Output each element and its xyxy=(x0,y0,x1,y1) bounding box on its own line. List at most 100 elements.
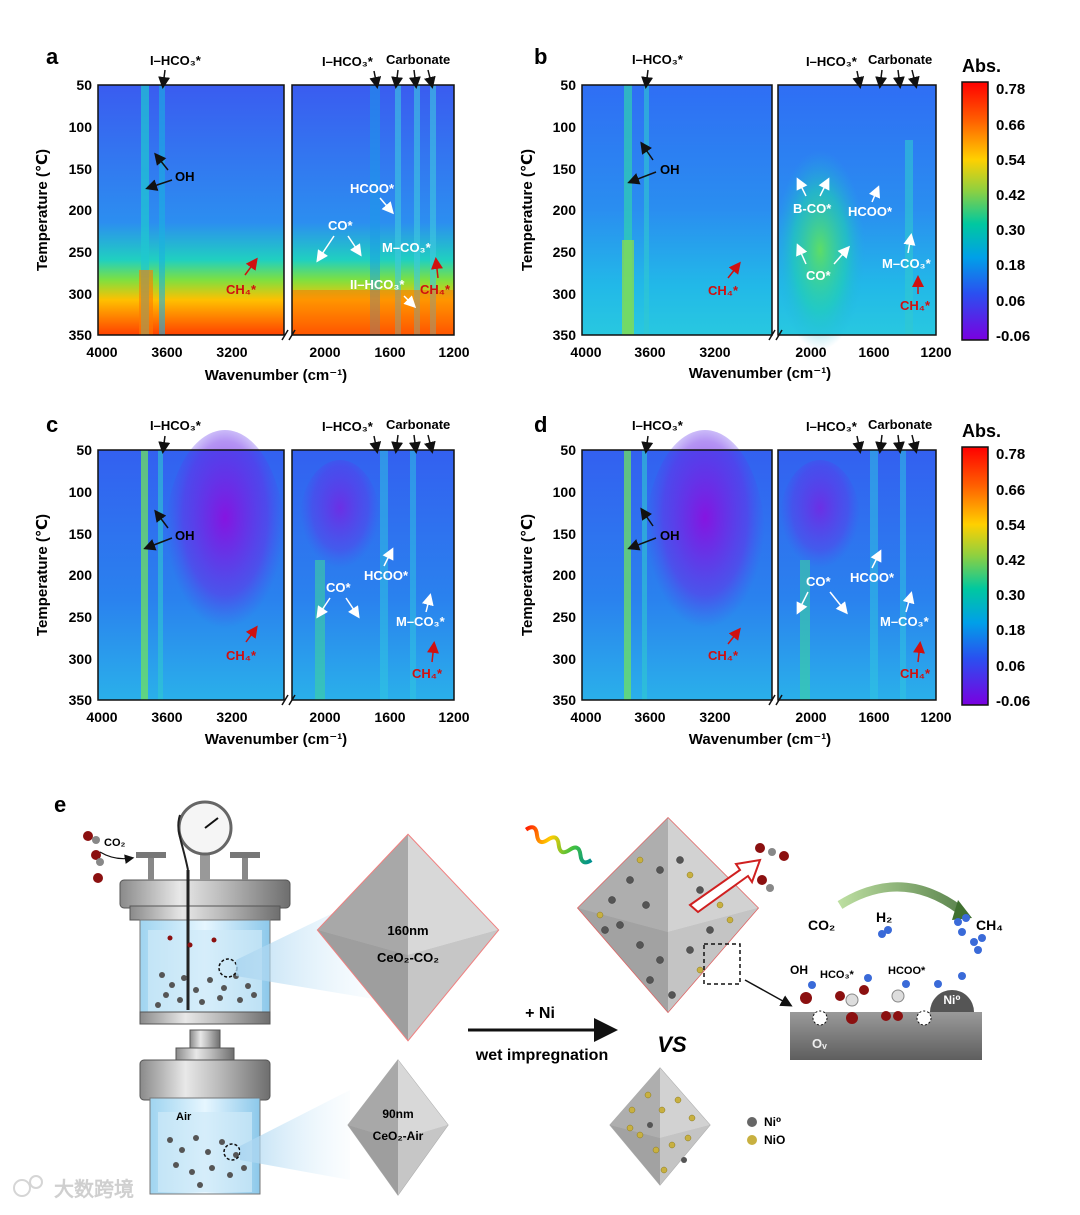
x-axis-title-c: Wavenumber (cm⁻¹) xyxy=(205,731,347,748)
label-b-co: B-CO* xyxy=(793,201,832,216)
y-axis-title-d: Temperature (℃) xyxy=(519,514,536,636)
label-carbonate: Carbonate xyxy=(386,417,450,432)
y-tick: 350 xyxy=(553,327,577,343)
y-axis-title-a: Temperature (℃) xyxy=(34,149,51,271)
colorbar-tick: 0.18 xyxy=(996,257,1025,274)
ch4-molecules-icon xyxy=(954,914,986,954)
x-tick: 4000 xyxy=(570,709,601,725)
label-i-hco3: I–HCO₃* xyxy=(806,419,858,434)
mech-ni0: Ni⁰ xyxy=(943,993,960,1007)
x-tick: 3200 xyxy=(699,709,730,725)
y-axis-title-b: Temperature (℃) xyxy=(519,149,536,271)
x-tick: 2000 xyxy=(309,344,340,360)
octahedron-ceo2-air-icon xyxy=(347,1059,449,1196)
y-tick: 50 xyxy=(560,442,576,458)
label-m-co3: M–CO₃* xyxy=(382,240,432,255)
x-tick: 1200 xyxy=(438,344,469,360)
label-ch4: CH₄* xyxy=(420,282,451,297)
x-tick: 3600 xyxy=(634,709,665,725)
panel-label-d: d xyxy=(534,412,547,437)
y-ticks-a: 50 100 150 200 250 300 350 xyxy=(69,77,93,343)
y-tick: 200 xyxy=(69,567,93,583)
y-tick: 250 xyxy=(553,609,577,625)
y-tick: 100 xyxy=(69,484,93,500)
label-oh: OH xyxy=(175,169,195,184)
y-tick: 200 xyxy=(553,202,577,218)
autoclave-air-icon xyxy=(139,1029,271,1195)
x-ticks-a: 4000 3600 3200 2000 1600 1200 xyxy=(86,344,469,360)
y-ticks-d: 50 100 150 200 250 300 350 xyxy=(553,442,577,708)
y-tick: 250 xyxy=(553,244,577,260)
label-ch4: CH₄* xyxy=(708,283,739,298)
octahedron-ni-ceo2-large-icon xyxy=(576,816,760,1014)
colorbar-tick: 0.66 xyxy=(996,117,1025,134)
label-ch4: CH₄* xyxy=(226,282,257,297)
label-vs: VS xyxy=(657,1032,687,1057)
colorbar-tick: 0.78 xyxy=(996,81,1025,98)
legend-nio: NiO xyxy=(764,1133,785,1147)
x-ticks-c: 4000 3600 3200 2000 1600 1200 xyxy=(86,709,469,725)
colorbar-tick: 0.78 xyxy=(996,446,1025,463)
autoclave-co2-icon xyxy=(119,800,291,1025)
label-co: CO* xyxy=(806,268,832,283)
panel-e: e CO₂ xyxy=(13,792,1003,1201)
colorbar-tick: 0.66 xyxy=(996,482,1025,499)
label-co: CO* xyxy=(326,580,352,595)
label-plus-ni: + Ni xyxy=(525,1005,555,1022)
panel-label-b: b xyxy=(534,44,547,69)
label-m-co3: M–CO₃* xyxy=(396,614,446,629)
y-tick: 100 xyxy=(69,119,93,135)
colorbar-title: Abs. xyxy=(962,421,1001,441)
y-tick: 250 xyxy=(69,609,93,625)
y-tick: 350 xyxy=(553,692,577,708)
x-tick: 1600 xyxy=(858,344,889,360)
oct-small-name: CeO₂-Air xyxy=(373,1129,424,1143)
heatmap-left-b xyxy=(582,85,772,335)
label-i-hco3: I–HCO₃* xyxy=(150,53,202,68)
co2-release-icon xyxy=(755,843,789,892)
y-tick: 150 xyxy=(69,161,93,177)
y-tick: 100 xyxy=(553,484,577,500)
y-tick: 100 xyxy=(553,119,577,135)
colorbar-tick: 0.18 xyxy=(996,622,1025,639)
legend-ni0-icon xyxy=(747,1117,757,1127)
label-i-hco3: I–HCO₃* xyxy=(806,54,858,69)
label-ii-hco3: II–HCO₃* xyxy=(350,277,405,292)
x-tick: 4000 xyxy=(570,344,601,360)
mechanism-inset: CO₂ H₂ CH₄ Oᵥ OH HCO₃* HCOO* xyxy=(790,882,1003,1060)
panel-d: d 50 100 150 200 250 300 350 4000 3600 3… xyxy=(519,412,952,748)
label-ch4: CH₄* xyxy=(708,648,739,663)
y-tick: 250 xyxy=(69,244,93,260)
panel-label-e: e xyxy=(54,792,66,817)
mech-co2: CO₂ xyxy=(808,917,835,933)
x-tick: 2000 xyxy=(309,709,340,725)
panel-b: b 50 100 150 200 250 300 350 4000 3600 3… xyxy=(519,44,952,382)
colorbar-tick: 0.54 xyxy=(996,517,1026,534)
y-tick: 300 xyxy=(69,651,93,667)
x-tick: 4000 xyxy=(86,344,117,360)
x-tick: 1200 xyxy=(438,709,469,725)
label-air: Air xyxy=(176,1111,192,1123)
label-m-co3: M–CO₃* xyxy=(880,614,930,629)
x-axis-title-a: Wavenumber (cm⁻¹) xyxy=(205,367,347,384)
label-hcoo: HCOO* xyxy=(364,568,409,583)
x-ticks-d: 4000 3600 3200 2000 1600 1200 xyxy=(570,709,951,725)
label-i-hco3: I–HCO₃* xyxy=(322,419,374,434)
panel-a: a 50 100 150 200 250 300 350 400 xyxy=(34,44,470,384)
y-tick: 200 xyxy=(69,202,93,218)
colorbar-tick: 0.06 xyxy=(996,658,1025,675)
label-hcoo: HCOO* xyxy=(350,181,395,196)
y-tick: 150 xyxy=(553,526,577,542)
label-i-hco3: I–HCO₃* xyxy=(632,418,684,433)
label-ch4: CH₄* xyxy=(900,666,931,681)
watermark-text: 大数跨境 xyxy=(54,1177,134,1201)
colorbar-tick: -0.06 xyxy=(996,328,1030,345)
label-ch4: CH₄* xyxy=(900,298,931,313)
label-carbonate: Carbonate xyxy=(868,417,932,432)
y-tick: 300 xyxy=(553,651,577,667)
y-tick: 50 xyxy=(560,77,576,93)
panel-label-a: a xyxy=(46,44,59,69)
zoom-box xyxy=(703,943,741,985)
colorbar-tick: 0.06 xyxy=(996,293,1025,310)
